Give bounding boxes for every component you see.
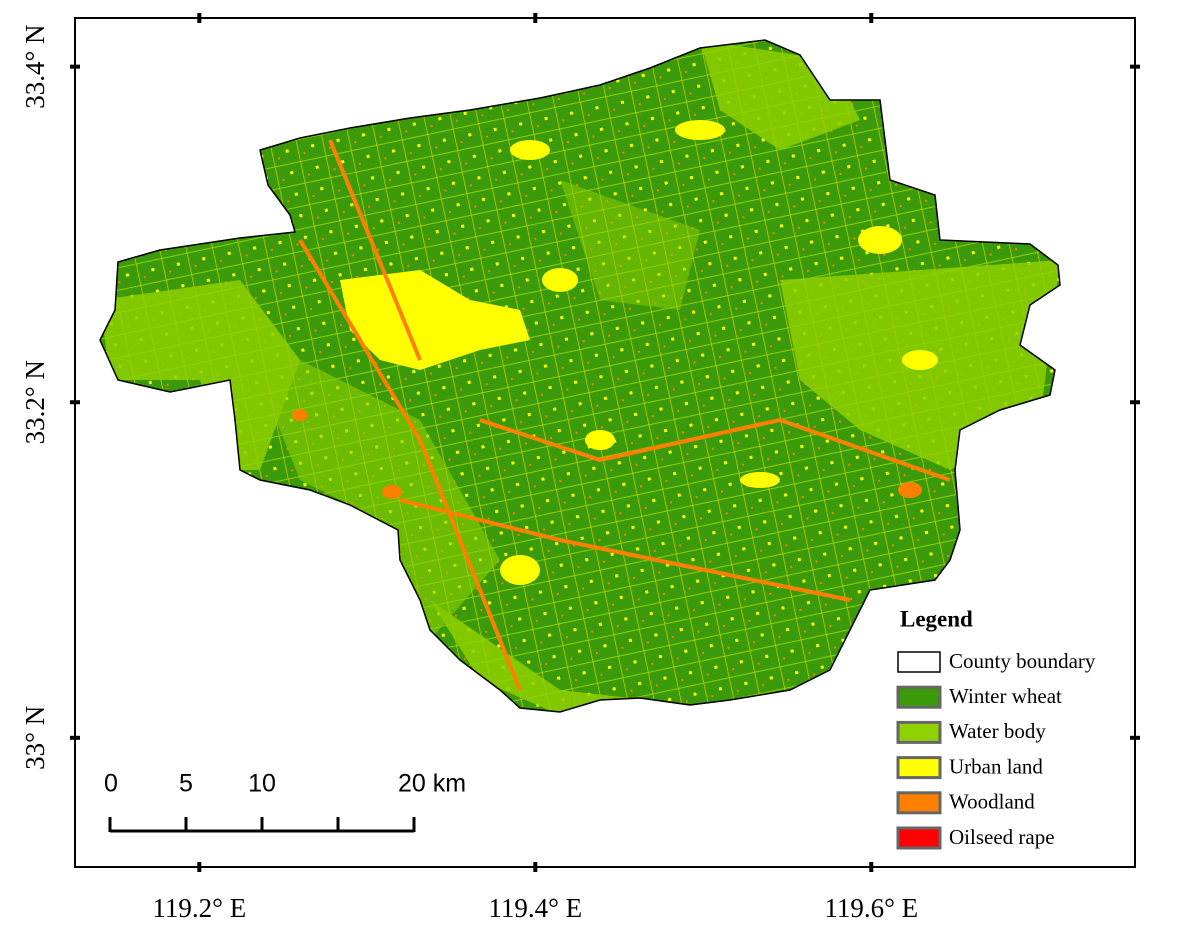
x-tick-label: 119.4° E — [488, 893, 582, 923]
legend-label: Oilseed rape — [949, 825, 1055, 849]
legend-swatch — [897, 651, 941, 673]
scale-label: 20 km — [398, 770, 466, 798]
x-tick-label: 119.2° E — [152, 893, 246, 923]
woodland-patches — [292, 409, 922, 499]
legend-label: Urban land — [949, 754, 1043, 778]
legend-swatch — [896, 791, 942, 815]
legend-swatch — [896, 756, 942, 780]
scale-label: 10 — [248, 770, 276, 798]
scale-label: 5 — [179, 770, 193, 798]
y-tick-label: 33.2° N — [20, 360, 50, 444]
scale-label: 0 — [104, 770, 118, 798]
legend-label: County boundary — [949, 649, 1096, 673]
legend-swatch — [896, 720, 942, 744]
legend-label: Woodland — [949, 790, 1035, 814]
y-tick-label: 33.4° N — [20, 25, 50, 109]
woodland-area — [298, 139, 951, 691]
legend-label: Water body — [949, 719, 1046, 743]
legend-title: Legend — [900, 606, 973, 631]
legend-swatch — [896, 685, 942, 709]
legend-swatch — [896, 826, 942, 850]
urban-land-area — [340, 120, 938, 585]
legend-label: Winter wheat — [949, 684, 1062, 708]
x-tick-label: 119.6° E — [824, 893, 918, 923]
y-tick-label: 33° N — [20, 706, 50, 770]
county-boundary — [99, 39, 1061, 713]
